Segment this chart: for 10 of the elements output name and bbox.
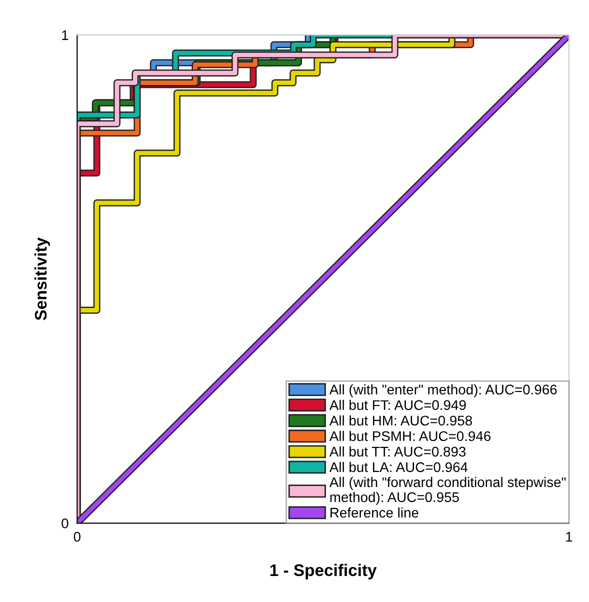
x-axis-title: 1 - Specificity	[270, 564, 377, 580]
y-axis-title: Sensitivity	[34, 237, 50, 320]
legend-label: All but TT: AUC=0.893	[329, 446, 466, 457]
legend-label: Reference line	[330, 507, 418, 518]
legend-label: All but LA: AUC=0.964	[329, 462, 468, 472]
legend-label: All but HM: AUC=0.958	[329, 415, 472, 426]
legend-label: All but FT: AUC=0.949	[329, 400, 466, 410]
legend-label: All (with "forward conditional stepwise" method): AUC=0.955	[329, 476, 566, 505]
legend-label: All but PSMH: AUC=0.946	[329, 430, 491, 442]
legend-label: All (with "enter" method): AUC=0.966	[329, 384, 557, 398]
